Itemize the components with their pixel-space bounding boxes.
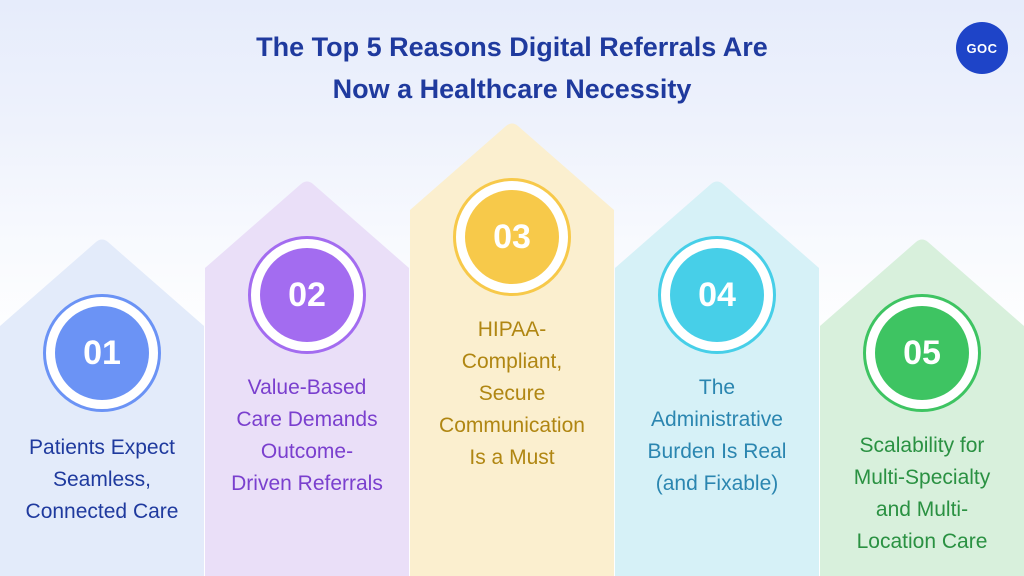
number-badge-4: 04 bbox=[658, 236, 776, 354]
number-badge-5: 05 bbox=[863, 294, 981, 412]
reason-line: Connected Care bbox=[25, 500, 179, 523]
reason-line: Care Demands bbox=[236, 408, 378, 431]
reason-line: Scalability for bbox=[859, 434, 985, 457]
reason-line: Driven Referrals bbox=[231, 472, 383, 495]
reason-line: Secure bbox=[478, 382, 546, 405]
reason-line: Patients Expect bbox=[29, 436, 175, 459]
title-line-1: The Top 5 Reasons Digital Referrals Are bbox=[256, 32, 768, 62]
number-circle-2: 02 bbox=[260, 248, 354, 342]
reason-column-2: 02 Value-Based Care Demands Outcome- Dri… bbox=[205, 180, 409, 576]
reason-line: (and Fixable) bbox=[655, 472, 779, 495]
number-circle-5: 05 bbox=[875, 306, 969, 400]
reason-line: Is a Must bbox=[469, 446, 555, 469]
reason-line: and Multi- bbox=[875, 498, 969, 521]
reason-line: Communication bbox=[439, 414, 585, 437]
reason-line: Compliant, bbox=[461, 350, 563, 373]
number-circle-1: 01 bbox=[55, 306, 149, 400]
title-line-2: Now a Healthcare Necessity bbox=[332, 74, 692, 104]
number-circle-3: 03 bbox=[465, 190, 559, 284]
reason-column-5: 05 Scalability for Multi-Specialty and M… bbox=[820, 238, 1024, 576]
reason-text-4: The Administrative Burden Is Real (and F… bbox=[623, 372, 811, 500]
reason-line: Administrative bbox=[651, 408, 783, 431]
reason-column-1: 01 Patients Expect Seamless, Connected C… bbox=[0, 238, 204, 576]
reason-line: The bbox=[698, 376, 736, 399]
reason-line: Value-Based bbox=[247, 376, 367, 399]
number-badge-2: 02 bbox=[248, 236, 366, 354]
reason-line: HIPAA- bbox=[477, 318, 547, 341]
reason-text-1: Patients Expect Seamless, Connected Care bbox=[8, 432, 196, 528]
goc-logo: GOC bbox=[956, 22, 1008, 74]
reason-line: Multi-Specialty bbox=[853, 466, 991, 489]
reason-line: Outcome- bbox=[260, 440, 354, 463]
reason-text-2: Value-Based Care Demands Outcome- Driven… bbox=[213, 372, 401, 500]
number-badge-3: 03 bbox=[453, 178, 571, 296]
reason-column-4: 04 The Administrative Burden Is Real (an… bbox=[615, 180, 819, 576]
reason-column-3: 03 HIPAA- Compliant, Secure Communicatio… bbox=[410, 122, 614, 576]
number-badge-1: 01 bbox=[43, 294, 161, 412]
reason-text-3: HIPAA- Compliant, Secure Communication I… bbox=[418, 314, 606, 474]
reason-line: Seamless, bbox=[52, 468, 152, 491]
page-title: The Top 5 Reasons Digital Referrals Are … bbox=[0, 26, 1024, 110]
reason-line: Location Care bbox=[856, 530, 988, 553]
reason-line: Burden Is Real bbox=[647, 440, 787, 463]
reason-text-5: Scalability for Multi-Specialty and Mult… bbox=[828, 430, 1016, 558]
number-circle-4: 04 bbox=[670, 248, 764, 342]
